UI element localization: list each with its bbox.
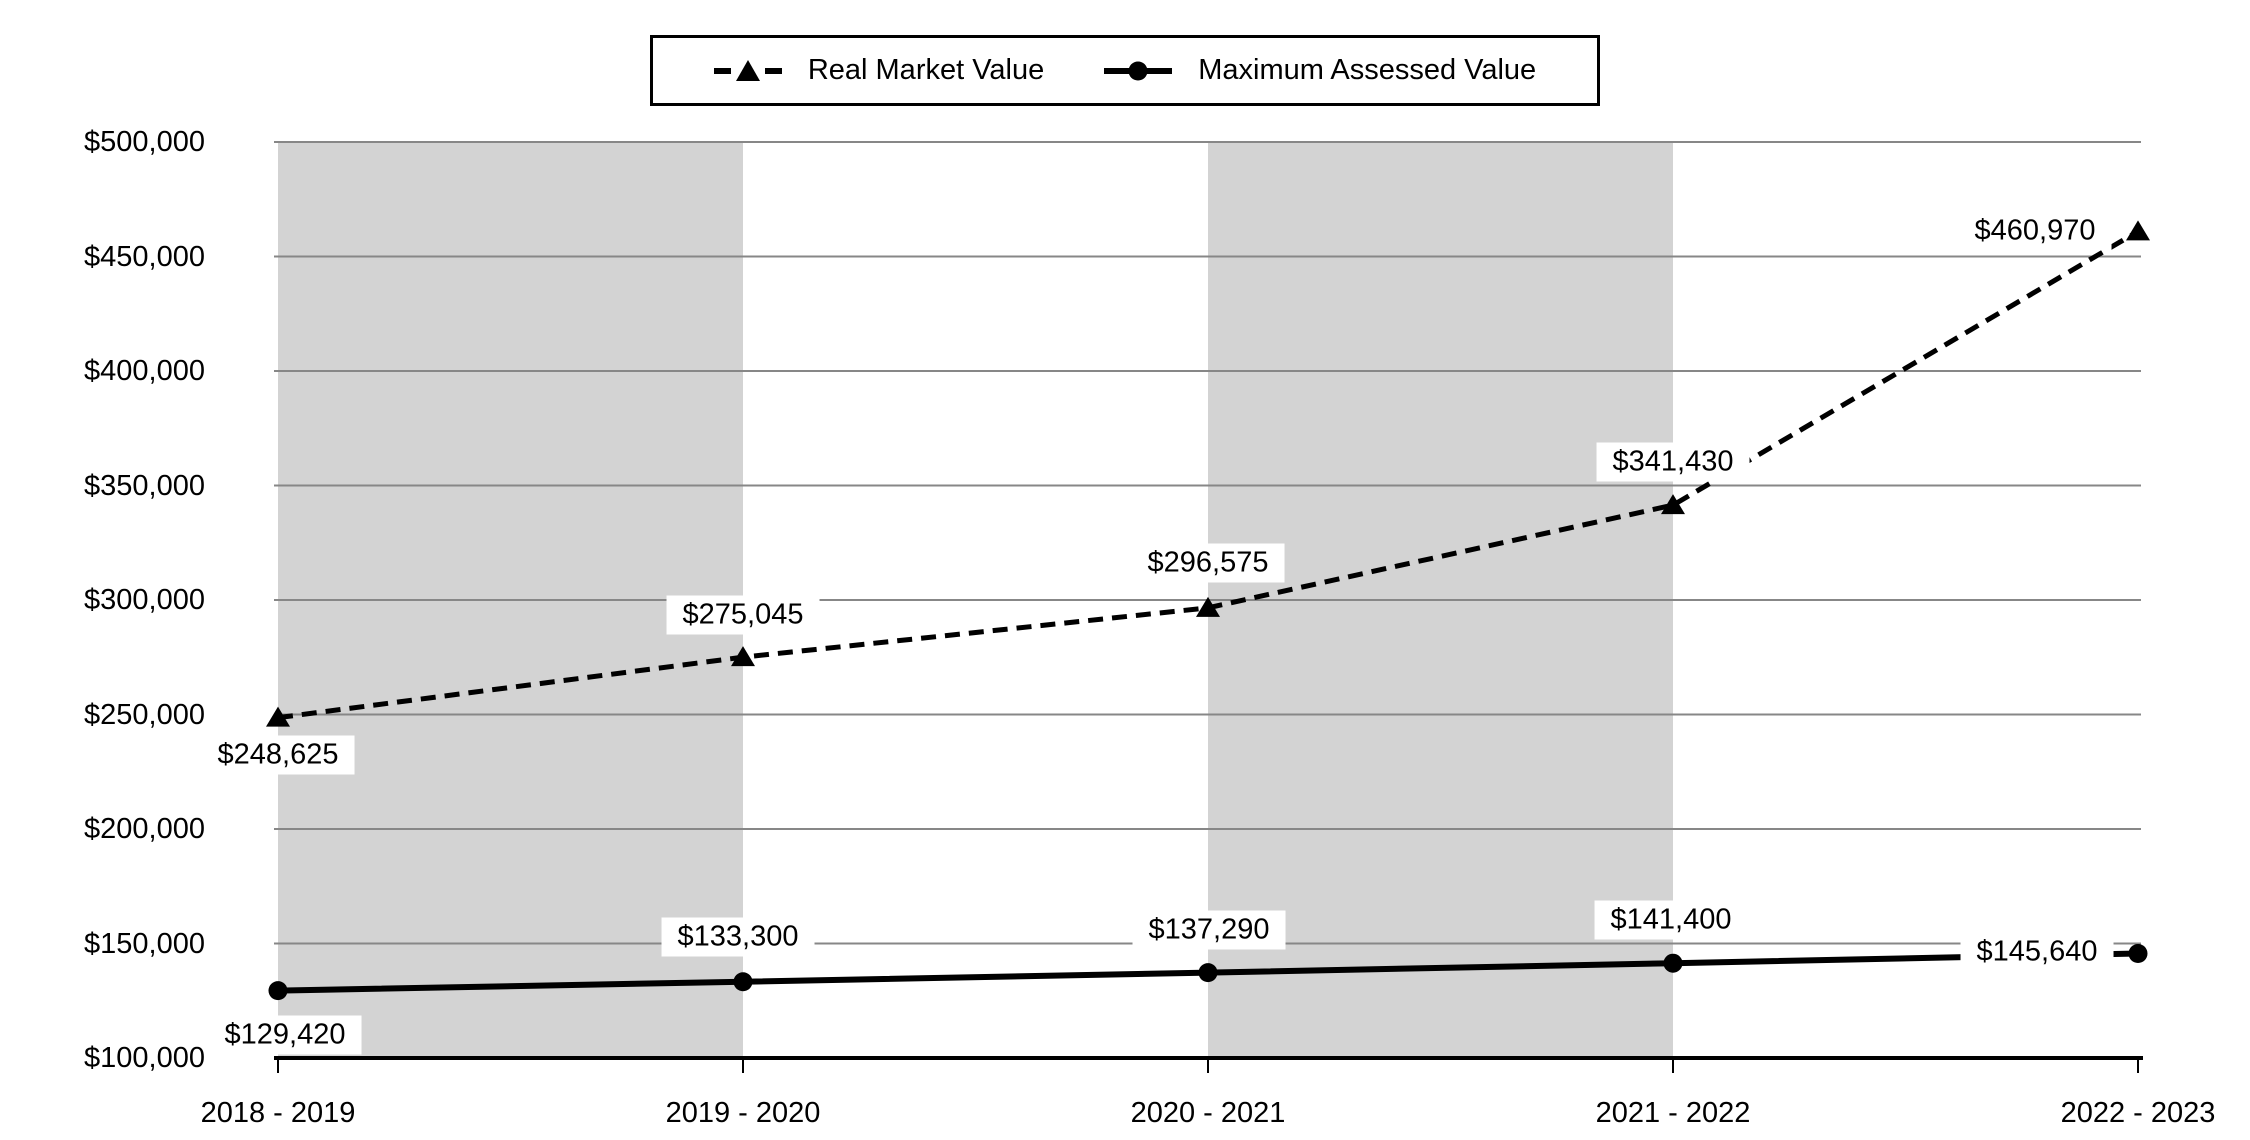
dashed-line-triangle-marker-icon (713, 59, 782, 81)
chart-legend: Real Market Value Maximum Assessed Value (650, 35, 1600, 106)
circle-marker (268, 981, 288, 1001)
circle-marker (2128, 943, 2148, 963)
triangle-marker (2126, 220, 2150, 241)
circle-marker (733, 972, 753, 992)
triangle-marker (731, 646, 755, 667)
legend-item-maximum-assessed-value: Maximum Assessed Value (1104, 54, 1536, 87)
triangle-marker (266, 706, 290, 727)
solid-line-circle-marker-icon (1104, 61, 1173, 80)
circle-marker (1198, 963, 1218, 983)
legend-label-real-market-value: Real Market Value (807, 54, 1045, 86)
legend-label-maximum-assessed-value: Maximum Assessed Value (1198, 54, 1537, 86)
triangle-marker (1661, 494, 1685, 515)
legend-item-real-market-value: Real Market Value (713, 54, 1045, 87)
circle-marker (1663, 953, 1683, 973)
triangle-marker (1196, 596, 1220, 617)
